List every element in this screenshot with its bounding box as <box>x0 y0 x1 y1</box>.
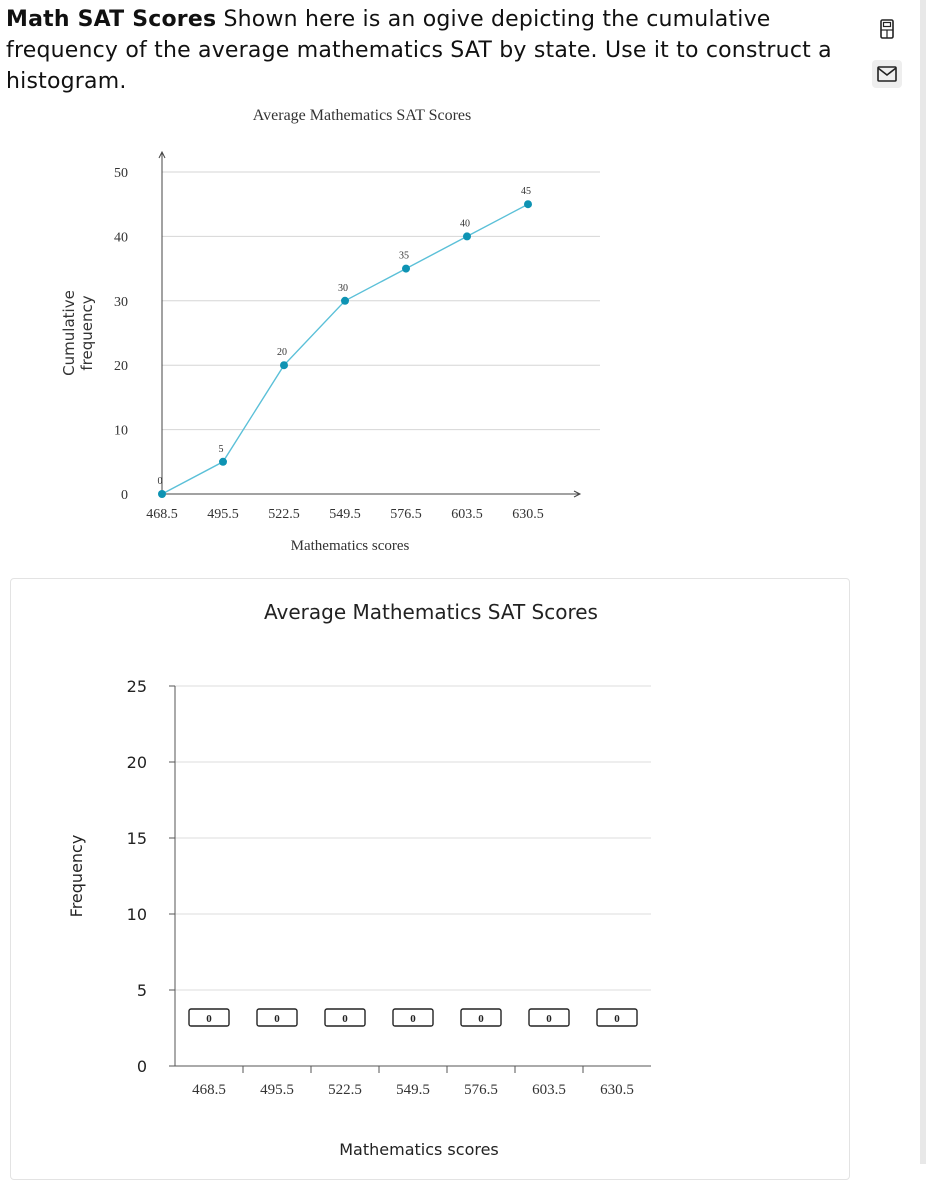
histogram-y-axis-title: Frequency <box>67 835 86 918</box>
problem-text: Shown here is an ogive depicting the cum… <box>6 7 832 94</box>
ogive-data-point <box>219 457 227 466</box>
ogive-x-axis-title: Mathematics scores <box>291 538 410 554</box>
ogive-data-label: 0 <box>158 476 163 487</box>
ogive-data-point <box>524 200 532 209</box>
histogram-x-tick-label: 468.5 <box>192 1082 226 1098</box>
ogive-series-line <box>161 203 529 495</box>
ogive-data-point <box>402 264 410 273</box>
problem-title: Math SAT Scores <box>6 7 217 32</box>
histogram-x-tick-label: 603.5 <box>532 1082 566 1098</box>
ogive-data-label: 45 <box>521 186 531 197</box>
ogive-data-label: 20 <box>277 347 287 358</box>
ogive-title: Average Mathematics SAT Scores <box>253 107 471 124</box>
ogive-x-tick-label: 603.5 <box>451 507 483 522</box>
histogram-bar-value-label: 0 <box>206 1013 212 1025</box>
ogive-data-point <box>158 490 166 498</box>
histogram-y-tick-label: 5 <box>137 981 147 1000</box>
histogram-y-tick-label: 10 <box>127 905 147 924</box>
ogive-x-tick-label: 630.5 <box>512 507 544 522</box>
ogive-x-axis-arrow <box>573 490 582 498</box>
histogram-y-tick-label: 25 <box>127 677 147 696</box>
ogive-y-axis-arrow <box>158 150 166 159</box>
ogive-y-tick-label: 50 <box>114 166 128 181</box>
histogram-x-tick-label: 495.5 <box>260 1082 294 1098</box>
histogram-x-tick-label: 576.5 <box>464 1082 498 1098</box>
calculator-icon[interactable] <box>876 18 898 40</box>
histogram-bar-value-label: 0 <box>274 1013 280 1025</box>
histogram-bar-value-label: 0 <box>478 1013 484 1025</box>
ogive-x-tick-label: 522.5 <box>268 507 300 522</box>
histogram-x-tick-label: 549.5 <box>396 1082 430 1098</box>
mail-icon[interactable] <box>872 60 902 88</box>
histogram-x-tick-label: 522.5 <box>328 1082 362 1098</box>
histogram-x-axis-title: Mathematics scores <box>339 1140 499 1159</box>
histogram-x-tick-label: 630.5 <box>600 1082 634 1098</box>
ogive-chart: Average Mathematics SAT Scores 0 10 20 30 40 5… <box>40 96 680 566</box>
ogive-y-axis-title-line: Cumulative <box>60 290 78 376</box>
ogive-y-tick-label: 20 <box>114 359 128 374</box>
ogive-y-tick-label: 30 <box>114 295 128 310</box>
ogive-svg: Average Mathematics SAT Scores 0 10 20 30 40 5… <box>60 107 600 554</box>
histogram-bar-value-label: 0 <box>614 1013 620 1025</box>
scrollbar-track[interactable] <box>920 0 926 1164</box>
ogive-x-tick-label: 549.5 <box>329 507 361 522</box>
histogram-title: Average Mathematics SAT Scores <box>264 600 598 624</box>
histogram-bar-value-input[interactable] <box>596 1008 638 1027</box>
problem-statement: Math SAT Scores Shown here is an ogive d… <box>6 4 846 97</box>
histogram-panel: Average Mathematics SAT Scores 0 5 10 15 20 25… <box>10 578 850 1180</box>
histogram-bar-value-input[interactable] <box>460 1008 502 1027</box>
histogram-bar-value-input[interactable] <box>188 1008 230 1027</box>
ogive-data-label: 5 <box>219 444 224 455</box>
histogram-y-tick-label: 20 <box>127 753 147 772</box>
histogram-y-tick-label: 15 <box>127 829 147 848</box>
histogram-bar-value-label: 0 <box>410 1013 416 1025</box>
ogive-y-tick-label: 10 <box>114 424 128 439</box>
ogive-x-tick-label: 468.5 <box>146 507 178 522</box>
histogram-bar-value-input[interactable] <box>392 1008 434 1027</box>
ogive-data-point <box>463 232 471 241</box>
ogive-y-axis-title-line: frequency <box>78 295 96 370</box>
histogram-bar-value-input[interactable] <box>256 1008 298 1027</box>
ogive-data-label: 40 <box>460 218 470 229</box>
histogram-bar-value-label: 0 <box>342 1013 348 1025</box>
ogive-x-tick-label: 576.5 <box>390 507 422 522</box>
histogram-bar-value-input[interactable] <box>324 1008 366 1027</box>
ogive-y-axis-title: Cumulative frequency <box>60 290 96 376</box>
histogram-y-tick-label: 0 <box>137 1057 147 1076</box>
ogive-y-tick-label: 0 <box>121 488 128 503</box>
ogive-data-label: 30 <box>338 283 348 294</box>
ogive-y-tick-label: 40 <box>114 230 128 245</box>
ogive-data-label: 35 <box>399 251 409 262</box>
ogive-x-tick-label: 495.5 <box>207 507 239 522</box>
ogive-data-point <box>341 296 349 305</box>
histogram-bar-value-input[interactable] <box>528 1008 570 1027</box>
histogram-svg: Average Mathematics SAT Scores 0 5 10 15 20 25… <box>67 600 651 1159</box>
ogive-data-point <box>280 361 288 370</box>
histogram-bar-value-label: 0 <box>546 1013 552 1025</box>
